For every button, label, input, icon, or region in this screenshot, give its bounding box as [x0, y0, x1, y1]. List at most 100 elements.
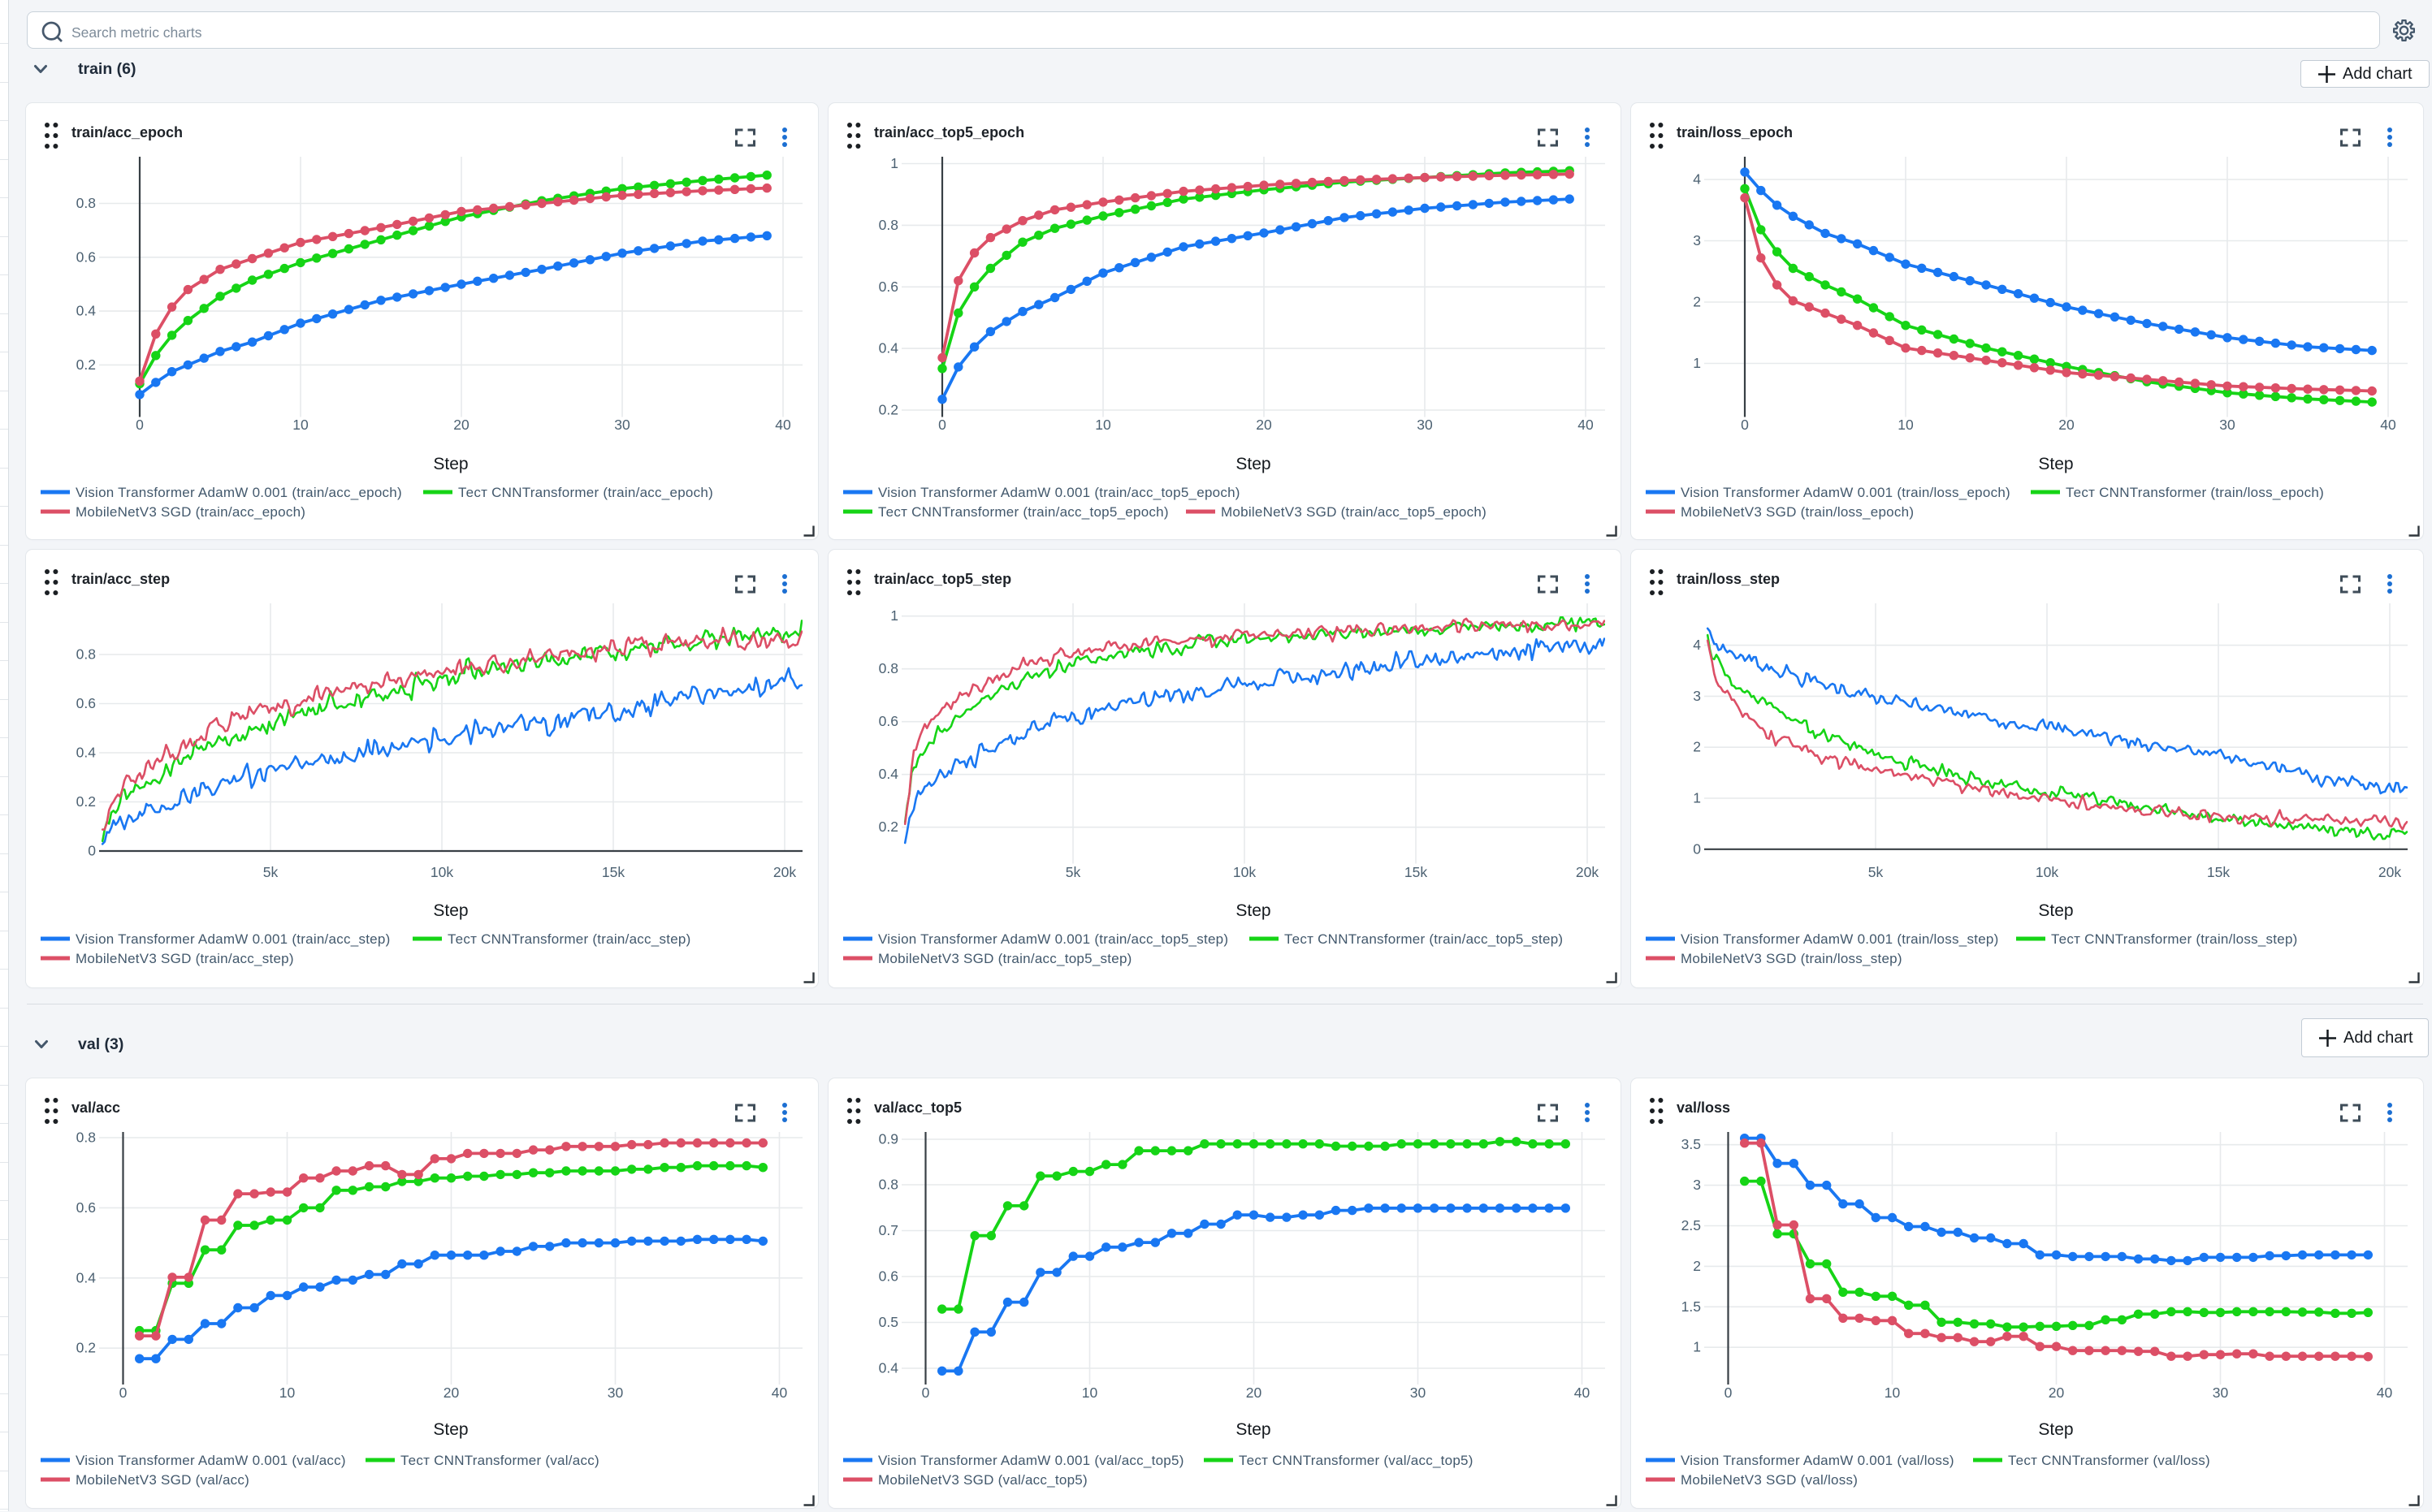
- svg-text:train/acc_step: train/acc_step: [71, 571, 170, 587]
- svg-text:0.8: 0.8: [879, 217, 898, 233]
- svg-text:3.5: 3.5: [1681, 1136, 1701, 1152]
- svg-text:val/loss: val/loss: [1677, 1099, 1730, 1116]
- svg-text:20: 20: [2058, 417, 2075, 433]
- svg-text:Тест CNNTransformer (val/acc): Тест CNNTransformer (val/acc): [400, 1453, 599, 1468]
- svg-text:Тест CNNTransformer (train/acc: Тест CNNTransformer (train/acc_top5_step…: [1284, 931, 1563, 947]
- svg-text:val/acc_top5: val/acc_top5: [874, 1099, 962, 1116]
- svg-text:Step: Step: [1235, 901, 1270, 920]
- svg-text:40: 40: [1577, 417, 1594, 433]
- svg-text:0.8: 0.8: [76, 1130, 96, 1146]
- svg-text:Тест CNNTransformer (train/los: Тест CNNTransformer (train/loss_step): [2051, 931, 2298, 947]
- svg-text:0.4: 0.4: [76, 303, 97, 319]
- svg-text:1.5: 1.5: [1681, 1298, 1701, 1315]
- svg-text:Тест CNNTransformer (train/los: Тест CNNTransformer (train/loss_epoch): [2066, 485, 2324, 500]
- svg-text:30: 30: [1410, 1385, 1426, 1401]
- svg-text:train/loss_epoch: train/loss_epoch: [1677, 124, 1793, 140]
- svg-text:Vision Transformer AdamW 0.001: Vision Transformer AdamW 0.001 (train/lo…: [1681, 931, 1999, 947]
- svg-text:10: 10: [292, 417, 309, 433]
- svg-text:train/acc_top5_epoch: train/acc_top5_epoch: [874, 124, 1024, 140]
- svg-text:3: 3: [1693, 688, 1701, 704]
- svg-text:MobileNetV3 SGD (train/acc_ste: MobileNetV3 SGD (train/acc_step): [76, 951, 294, 966]
- svg-text:MobileNetV3 SGD (train/acc_top: MobileNetV3 SGD (train/acc_top5_step): [878, 951, 1132, 966]
- svg-text:20k: 20k: [773, 864, 796, 880]
- svg-text:MobileNetV3 SGD (train/loss_ep: MobileNetV3 SGD (train/loss_epoch): [1681, 504, 1914, 520]
- svg-text:0.2: 0.2: [76, 1340, 96, 1356]
- svg-text:40: 40: [1574, 1385, 1590, 1401]
- svg-text:0.4: 0.4: [879, 1360, 899, 1376]
- svg-text:2.5: 2.5: [1681, 1217, 1701, 1233]
- svg-text:40: 40: [2377, 1385, 2393, 1401]
- svg-text:0.9: 0.9: [879, 1131, 898, 1147]
- svg-text:0.8: 0.8: [76, 195, 96, 211]
- svg-text:3: 3: [1693, 232, 1701, 248]
- svg-text:30: 30: [2213, 1385, 2229, 1401]
- svg-text:0: 0: [938, 417, 946, 433]
- svg-text:0: 0: [136, 417, 144, 433]
- svg-text:20: 20: [2049, 1385, 2065, 1401]
- svg-text:0: 0: [1693, 840, 1701, 857]
- svg-text:Vision Transformer AdamW 0.001: Vision Transformer AdamW 0.001 (train/ac…: [76, 931, 391, 947]
- svg-text:0.8: 0.8: [879, 1177, 898, 1193]
- svg-text:Тест CNNTransformer (train/acc: Тест CNNTransformer (train/acc_top5_epoc…: [878, 504, 1169, 520]
- svg-text:Vision Transformer AdamW 0.001: Vision Transformer AdamW 0.001 (train/ac…: [878, 931, 1228, 947]
- svg-text:Step: Step: [1235, 455, 1270, 473]
- svg-text:Vision Transformer AdamW 0.001: Vision Transformer AdamW 0.001 (train/ac…: [76, 485, 402, 500]
- svg-text:10: 10: [279, 1385, 296, 1401]
- svg-text:train/loss_step: train/loss_step: [1677, 571, 1780, 587]
- svg-text:0: 0: [119, 1385, 128, 1401]
- svg-text:15k: 15k: [2207, 864, 2230, 880]
- svg-text:Тест CNNTransformer (train/acc: Тест CNNTransformer (train/acc_step): [448, 931, 691, 947]
- svg-text:0: 0: [1724, 1385, 1733, 1401]
- svg-text:0.4: 0.4: [879, 766, 899, 782]
- svg-text:Step: Step: [2038, 901, 2073, 920]
- svg-text:Step: Step: [433, 901, 468, 920]
- svg-text:1: 1: [1693, 1339, 1701, 1355]
- svg-text:30: 30: [2219, 417, 2235, 433]
- svg-text:MobileNetV3 SGD (train/acc_epo: MobileNetV3 SGD (train/acc_epoch): [76, 504, 305, 520]
- svg-text:Тест CNNTransformer (val/acc_t: Тест CNNTransformer (val/acc_top5): [1239, 1453, 1473, 1468]
- svg-text:MobileNetV3 SGD (train/loss_st: MobileNetV3 SGD (train/loss_step): [1681, 951, 1902, 966]
- svg-text:MobileNetV3 SGD (val/acc_top5): MobileNetV3 SGD (val/acc_top5): [878, 1472, 1088, 1488]
- svg-text:0.4: 0.4: [879, 340, 899, 356]
- svg-text:40: 40: [775, 417, 791, 433]
- svg-text:1: 1: [1693, 355, 1701, 371]
- svg-text:2: 2: [1693, 1258, 1701, 1274]
- svg-text:20: 20: [1256, 417, 1272, 433]
- svg-text:1: 1: [1693, 790, 1701, 806]
- svg-text:MobileNetV3 SGD (val/acc): MobileNetV3 SGD (val/acc): [76, 1472, 249, 1488]
- svg-text:15k: 15k: [1404, 864, 1427, 880]
- svg-text:train/acc_top5_step: train/acc_top5_step: [874, 571, 1011, 587]
- svg-text:40: 40: [772, 1385, 788, 1401]
- svg-text:1: 1: [890, 607, 898, 624]
- svg-text:0.2: 0.2: [76, 356, 96, 373]
- svg-text:0.4: 0.4: [76, 745, 97, 761]
- svg-text:0.6: 0.6: [76, 248, 96, 265]
- svg-text:0: 0: [88, 843, 96, 859]
- svg-text:0.2: 0.2: [879, 819, 898, 835]
- svg-text:40: 40: [2380, 417, 2396, 433]
- svg-text:2: 2: [1693, 739, 1701, 755]
- svg-text:MobileNetV3 SGD (val/loss): MobileNetV3 SGD (val/loss): [1681, 1472, 1858, 1488]
- svg-text:5k: 5k: [1868, 864, 1884, 880]
- svg-text:3: 3: [1693, 1177, 1701, 1193]
- svg-text:Vision Transformer AdamW 0.001: Vision Transformer AdamW 0.001 (val/loss…: [1681, 1453, 1954, 1468]
- svg-text:0: 0: [1741, 417, 1749, 433]
- svg-text:0.8: 0.8: [879, 660, 898, 676]
- svg-text:10k: 10k: [1233, 864, 1256, 880]
- svg-text:30: 30: [608, 1385, 624, 1401]
- svg-text:0.4: 0.4: [76, 1269, 97, 1285]
- svg-text:0.2: 0.2: [76, 793, 96, 810]
- svg-text:Step: Step: [1235, 1420, 1270, 1439]
- svg-text:10k: 10k: [431, 864, 453, 880]
- svg-text:20: 20: [453, 417, 470, 433]
- svg-text:10: 10: [1885, 1385, 1901, 1401]
- svg-text:5k: 5k: [263, 864, 279, 880]
- svg-text:10: 10: [1082, 1385, 1098, 1401]
- svg-text:0.6: 0.6: [879, 1268, 898, 1285]
- svg-text:0.6: 0.6: [879, 279, 898, 295]
- svg-text:20: 20: [1246, 1385, 1262, 1401]
- svg-text:20: 20: [444, 1385, 460, 1401]
- svg-text:10: 10: [1898, 417, 1914, 433]
- svg-text:Step: Step: [2038, 1420, 2073, 1439]
- svg-text:0.6: 0.6: [76, 1199, 96, 1216]
